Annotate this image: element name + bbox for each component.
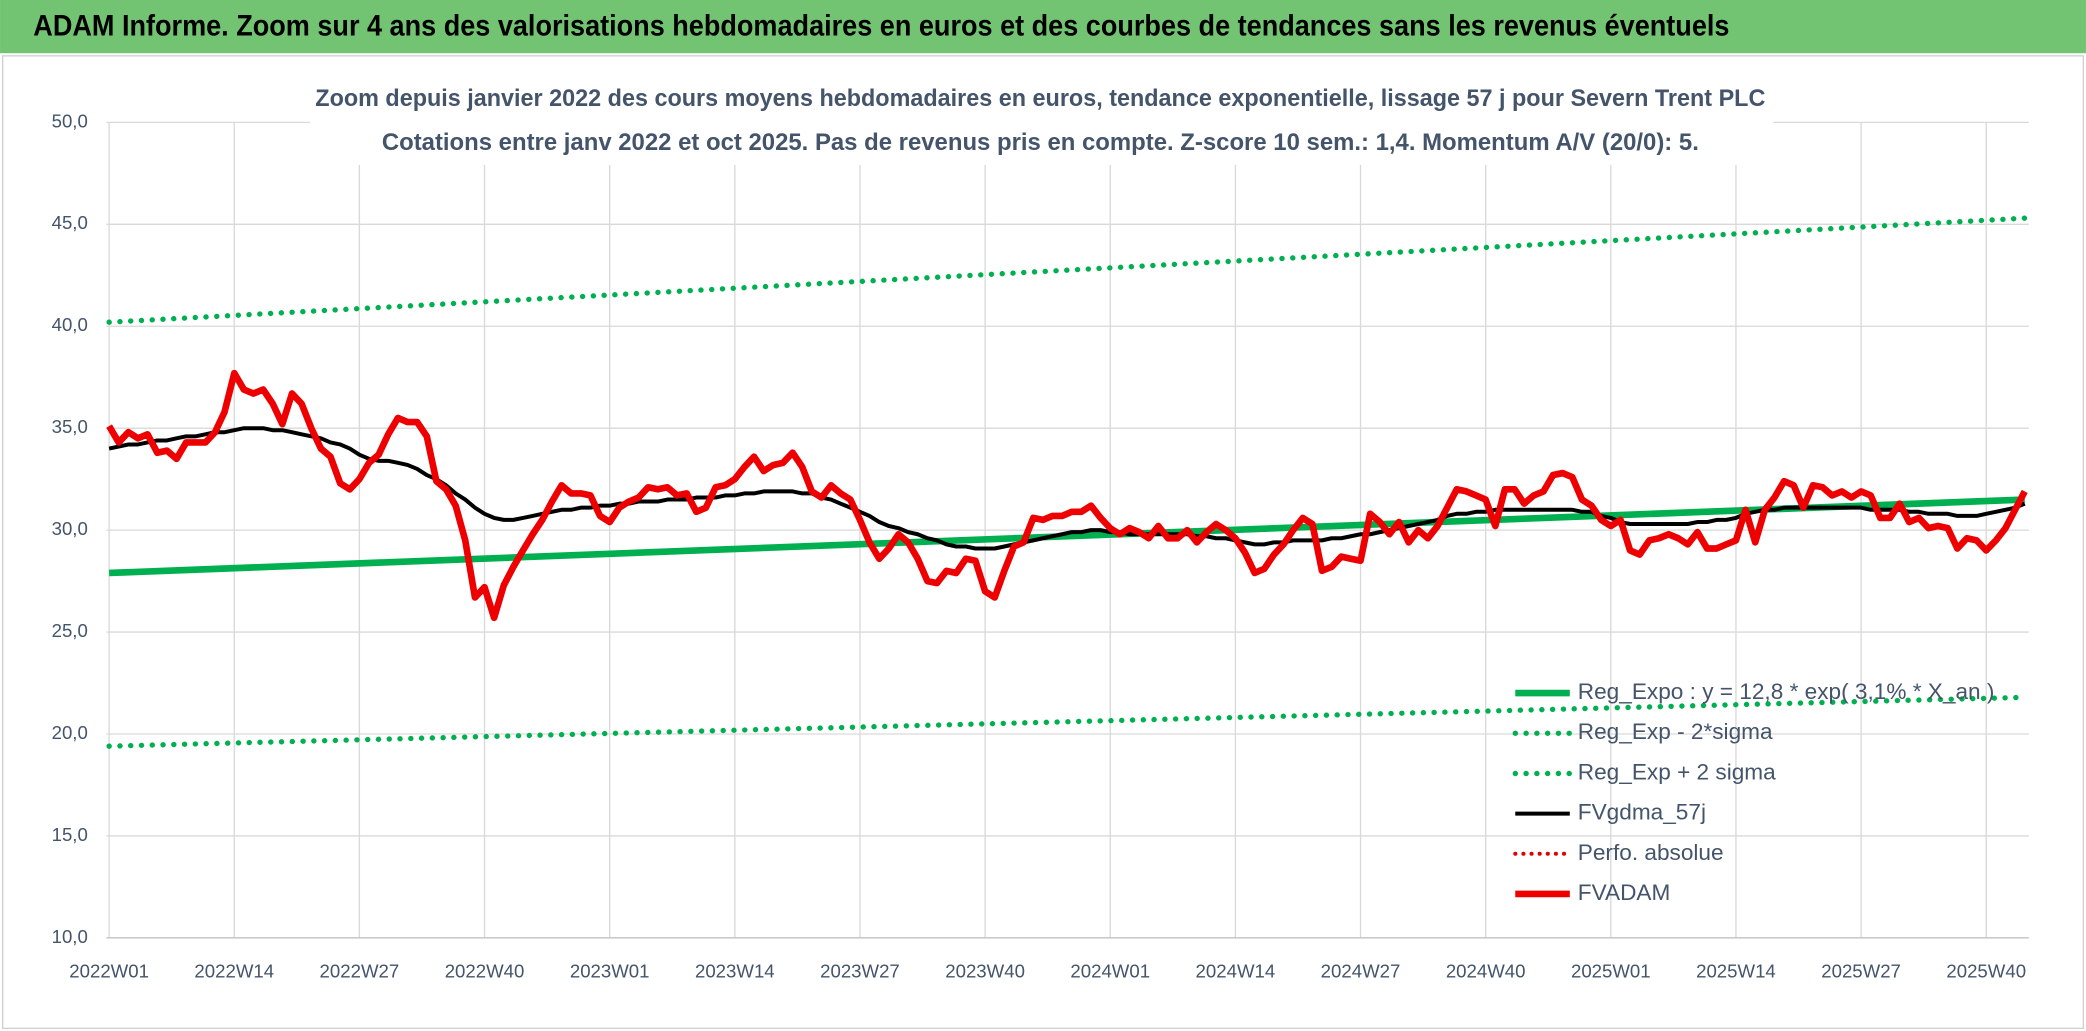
legend-label: Reg_Exp - 2*sigma [1578,719,1773,744]
x-tick-label: 2025W14 [1696,960,1776,981]
x-tick-label: 2024W40 [1446,960,1526,981]
series-line [106,694,2028,749]
series-line [106,369,2028,622]
series-line [106,215,2028,325]
chart-subtitle: Cotations entre janv 2022 et oct 2025. P… [382,129,1699,156]
x-tick-label: 2025W01 [1571,960,1651,981]
y-tick-label: 30,0 [52,518,88,539]
x-tick-label: 2023W40 [945,960,1025,981]
title-box [309,77,1774,165]
legend-label: Perfo. absolue [1578,840,1724,865]
y-tick-label: 35,0 [52,416,88,437]
x-tick-label: 2024W01 [1070,960,1150,981]
y-tick-label: 50,0 [52,110,88,131]
legend-label: Reg_Expo : y = 12,8 * exp( 3,1% * X_an ) [1578,679,1995,704]
chart-title: Zoom depuis janvier 2022 des cours moyen… [315,85,1765,112]
y-tick-label: 45,0 [52,212,88,233]
x-tick-label: 2023W27 [820,960,900,981]
y-tick-label: 20,0 [52,722,88,743]
x-tick-label: 2022W01 [69,960,149,981]
header-title: ADAM Informe. Zoom sur 4 ans des valoris… [33,11,1729,43]
y-tick-label: 15,0 [52,824,88,845]
series-line [108,496,2025,577]
x-tick-label: 2022W27 [320,960,400,981]
y-tick-label: 25,0 [52,620,88,641]
y-tick-label: 10,0 [52,926,88,947]
x-tick-label: 2023W01 [570,960,650,981]
x-tick-label: 2022W40 [445,960,525,981]
y-tick-label: 40,0 [52,314,88,335]
legend-label: FVADAM [1578,880,1671,905]
header-bar [0,0,2086,54]
x-tick-label: 2024W14 [1196,960,1276,981]
x-tick-label: 2023W14 [695,960,775,981]
legend: Reg_Expo : y = 12,8 * exp( 3,1% * X_an )… [1512,679,1995,905]
series-line [108,426,2026,551]
x-tick-label: 2025W27 [1821,960,1901,981]
x-tick-label: 2025W40 [1946,960,2026,981]
x-tick-label: 2024W27 [1321,960,1401,981]
chart-frame [2,55,2084,1030]
legend-label: FVgdma_57j [1578,800,1706,825]
x-tick-label: 2022W14 [194,960,274,981]
legend-label: Reg_Exp + 2 sigma [1578,759,1776,784]
